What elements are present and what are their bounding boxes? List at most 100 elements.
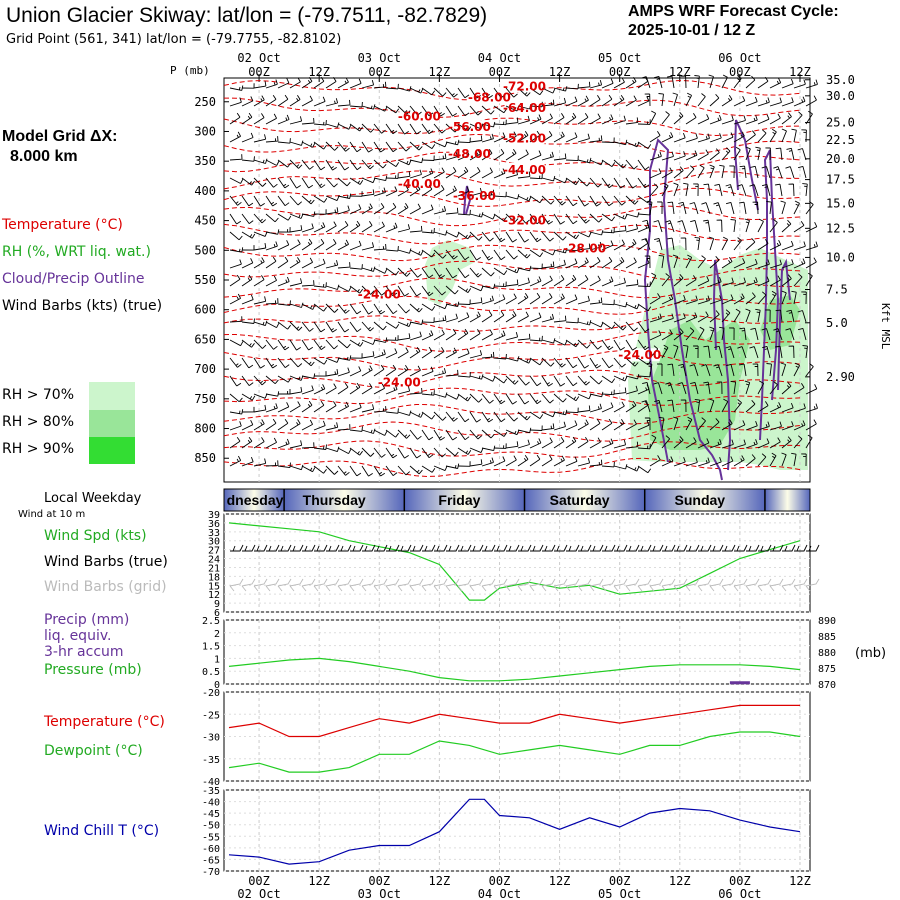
wind-barb bbox=[739, 363, 747, 377]
wind-barb bbox=[757, 97, 770, 107]
wind-barb bbox=[493, 294, 506, 305]
wind-barb bbox=[642, 381, 651, 395]
wind-barb bbox=[685, 295, 698, 305]
wind-barb bbox=[678, 201, 687, 215]
wind-barb bbox=[421, 267, 434, 279]
wind-barb bbox=[601, 375, 616, 384]
wind-barb bbox=[805, 201, 814, 215]
value-tick-label: 1.5 bbox=[202, 642, 220, 653]
weekday-cell bbox=[224, 489, 285, 511]
wind-barb bbox=[241, 112, 253, 125]
surface-wind-barb-true bbox=[254, 544, 268, 552]
wind-barb bbox=[769, 219, 778, 233]
wind-barb bbox=[505, 131, 517, 143]
wind-barb bbox=[769, 275, 781, 287]
wind-barb bbox=[241, 375, 254, 386]
date-label-bottom: 05 Oct bbox=[598, 887, 641, 900]
rh-area bbox=[425, 240, 475, 305]
wind-barb bbox=[349, 123, 363, 132]
wind-barb bbox=[409, 346, 421, 359]
value-tick-label-right: 875 bbox=[818, 664, 836, 675]
wind-barb bbox=[493, 87, 506, 99]
wind-barb bbox=[577, 357, 589, 369]
time-tick-label-bottom: 12Z bbox=[429, 874, 451, 888]
wind-barb bbox=[289, 225, 303, 233]
pressure-tick-label: 650 bbox=[194, 332, 216, 346]
wind-barb bbox=[433, 205, 447, 215]
wind-barb bbox=[769, 452, 777, 467]
wind-barb bbox=[397, 303, 410, 314]
surface-wind-barb-grid bbox=[613, 578, 628, 592]
wind-barb bbox=[313, 357, 328, 365]
wind-barb bbox=[253, 257, 265, 269]
wind-barb bbox=[589, 339, 602, 350]
wind-barb bbox=[361, 447, 375, 457]
legend-rh: RH (%, WRT liq. wat.) bbox=[2, 244, 151, 260]
wind-barb bbox=[421, 249, 436, 258]
wind-barb bbox=[409, 465, 423, 475]
wind-barb bbox=[229, 112, 241, 125]
wind-barb bbox=[802, 345, 808, 359]
wind-barb bbox=[241, 258, 254, 269]
temperature-label-bg bbox=[399, 177, 440, 191]
pressure-line bbox=[228, 657, 801, 682]
wind-barb bbox=[313, 209, 327, 215]
wind-barb bbox=[589, 256, 601, 269]
wind-barb bbox=[613, 321, 627, 331]
wind-barb bbox=[505, 105, 520, 112]
wind-barb bbox=[397, 410, 412, 416]
wind-barb bbox=[289, 140, 304, 146]
wind-barb bbox=[361, 303, 373, 315]
wind-barb bbox=[517, 311, 529, 323]
wind-barb bbox=[601, 78, 614, 89]
time-tick-label-bottom: 00Z bbox=[489, 874, 511, 888]
wind-barb bbox=[409, 429, 422, 440]
wind-barb bbox=[565, 407, 579, 414]
wind-barb bbox=[433, 329, 445, 341]
wind-barb bbox=[325, 303, 339, 313]
surface-wind-barb-true bbox=[590, 544, 604, 552]
wind-barb bbox=[253, 375, 267, 386]
surface-wind-barb-grid bbox=[253, 578, 268, 592]
value-tick-label: -50 bbox=[202, 821, 220, 832]
wind-barb bbox=[667, 363, 675, 377]
wind-barb bbox=[325, 465, 339, 475]
wind-barb bbox=[325, 122, 340, 128]
surface-wind-barb-true bbox=[638, 544, 652, 552]
wind-barb bbox=[647, 200, 653, 215]
wind-barb bbox=[301, 95, 313, 107]
wind-barb bbox=[493, 105, 508, 114]
wind-barb bbox=[469, 374, 484, 380]
wind-barb bbox=[349, 447, 363, 456]
surface-wind-barb-grid bbox=[481, 578, 496, 592]
weekday-label: Sunday bbox=[675, 492, 726, 508]
wind-barb bbox=[433, 185, 445, 197]
wind-barb bbox=[361, 203, 373, 215]
wind-barb bbox=[791, 452, 797, 467]
wind-barb bbox=[289, 419, 301, 431]
wind-barb bbox=[625, 357, 639, 367]
forecast-cycle-value: 2025-10-01 / 12 Z bbox=[628, 22, 756, 39]
wind-barb bbox=[445, 347, 457, 359]
wind-barb bbox=[721, 456, 734, 467]
wind-barb bbox=[481, 249, 494, 261]
temperature-contour bbox=[223, 79, 801, 101]
surface-wind-barb-true bbox=[266, 544, 280, 552]
wind-barb bbox=[229, 213, 242, 225]
wind-barb bbox=[757, 218, 764, 233]
wind-barb bbox=[397, 285, 409, 297]
surface-wind-barb-grid bbox=[673, 578, 688, 592]
surface-wind-barb-true bbox=[602, 544, 616, 552]
wind-barb bbox=[457, 186, 470, 197]
wind-barb bbox=[253, 458, 267, 467]
wind-barb bbox=[769, 78, 782, 89]
wind-barb bbox=[385, 447, 398, 459]
wind-barb bbox=[313, 159, 326, 171]
time-height-panel bbox=[223, 74, 818, 483]
wind-barb bbox=[708, 398, 715, 413]
wind-barb bbox=[373, 383, 385, 395]
wind-barb bbox=[517, 411, 531, 421]
wind-barb bbox=[649, 183, 659, 197]
wind-barb bbox=[553, 113, 565, 125]
wind-barb bbox=[694, 75, 700, 89]
